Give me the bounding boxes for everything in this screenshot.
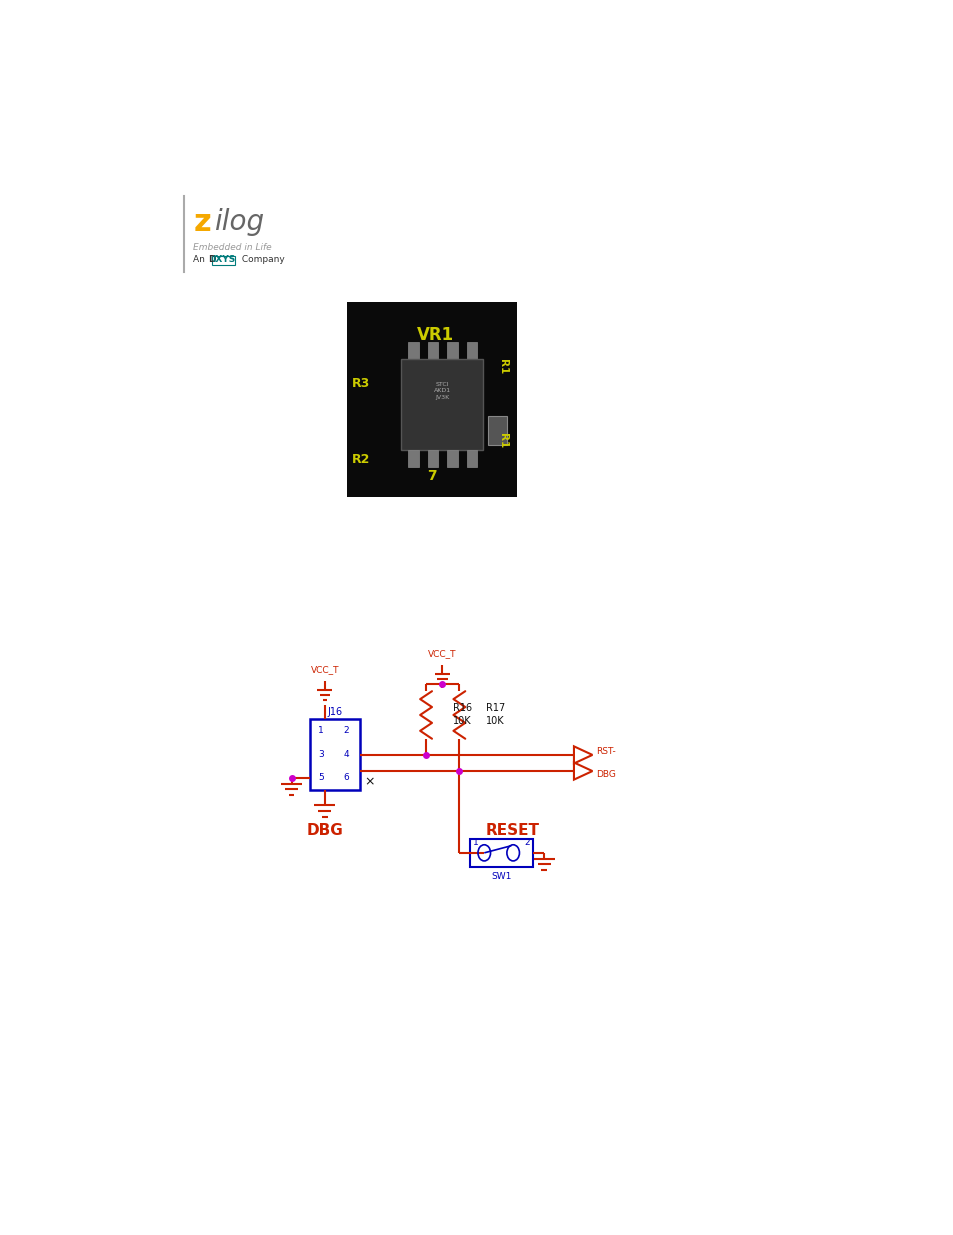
Text: R16: R16 xyxy=(453,703,472,713)
Text: R1: R1 xyxy=(497,432,508,448)
Text: 3: 3 xyxy=(318,750,324,760)
Text: IXYS: IXYS xyxy=(212,254,234,264)
Bar xyxy=(488,416,506,445)
Text: 10K: 10K xyxy=(485,715,504,726)
Bar xyxy=(347,303,517,498)
Text: ilog: ilog xyxy=(213,209,264,236)
Text: D: D xyxy=(208,254,215,264)
Text: z: z xyxy=(193,209,211,237)
Text: R17: R17 xyxy=(485,703,505,713)
Bar xyxy=(427,342,437,359)
Text: SW1: SW1 xyxy=(491,872,512,881)
Text: VCC_T: VCC_T xyxy=(311,666,338,674)
Bar xyxy=(408,342,418,359)
Text: J16: J16 xyxy=(327,708,342,718)
Text: ×: × xyxy=(363,776,374,788)
Text: 1: 1 xyxy=(318,726,324,735)
Text: 5: 5 xyxy=(318,773,324,783)
Bar xyxy=(447,342,457,359)
Text: 4: 4 xyxy=(343,750,349,760)
Text: R3: R3 xyxy=(351,377,370,389)
Text: 10K: 10K xyxy=(453,715,471,726)
Text: 7: 7 xyxy=(427,469,436,483)
Text: RST-: RST- xyxy=(596,747,616,756)
Bar xyxy=(401,359,482,450)
Text: VR1: VR1 xyxy=(416,326,454,345)
Bar xyxy=(212,256,235,266)
Text: VCC_T: VCC_T xyxy=(428,648,456,658)
Text: RESET: RESET xyxy=(485,824,539,839)
Text: 1: 1 xyxy=(473,839,478,847)
Bar xyxy=(466,450,476,467)
Text: 2: 2 xyxy=(343,726,349,735)
Bar xyxy=(447,450,457,467)
Text: R2: R2 xyxy=(351,453,370,466)
Bar xyxy=(427,450,437,467)
Bar xyxy=(310,719,360,790)
Text: STCl
AKD1
JV3K: STCl AKD1 JV3K xyxy=(434,382,450,400)
Text: R1: R1 xyxy=(497,359,508,374)
Text: An: An xyxy=(193,254,208,264)
Text: 6: 6 xyxy=(343,773,349,783)
Text: Embedded in Life: Embedded in Life xyxy=(193,243,272,252)
Text: Company: Company xyxy=(239,254,285,264)
Bar xyxy=(470,839,533,867)
Bar xyxy=(408,450,418,467)
Text: DBG: DBG xyxy=(306,824,343,839)
Text: DBG: DBG xyxy=(596,771,616,779)
Bar xyxy=(466,342,476,359)
Text: 2: 2 xyxy=(524,839,530,847)
